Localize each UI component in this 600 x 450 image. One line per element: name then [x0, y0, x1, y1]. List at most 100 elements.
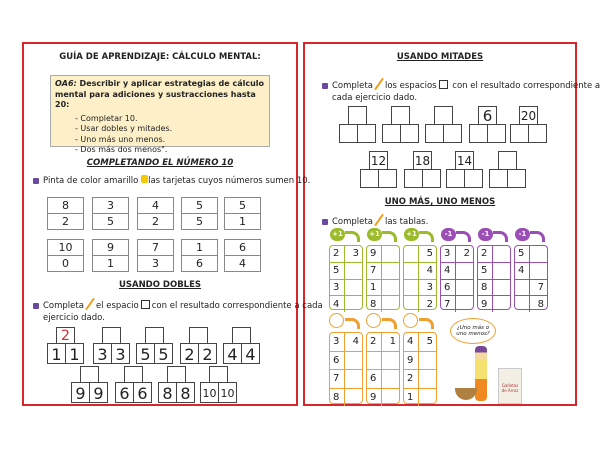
text-span: con el resultado correspondiente a cada — [151, 301, 323, 311]
table-cell[interactable] — [515, 296, 529, 312]
table-cell[interactable] — [455, 279, 473, 296]
table-cell: 4 — [344, 333, 362, 351]
table-cell[interactable] — [529, 246, 547, 262]
table-cell[interactable] — [344, 388, 362, 406]
table-cell: 2 — [370, 336, 377, 348]
table-cell[interactable] — [381, 262, 399, 279]
half-right-box[interactable] — [528, 124, 547, 143]
table-cell[interactable] — [455, 296, 473, 312]
half-total — [348, 106, 367, 125]
card-bottom: 3 — [138, 255, 173, 271]
bowl-illustration — [455, 388, 477, 400]
half-left-box[interactable] — [425, 124, 444, 143]
answer-box[interactable] — [80, 366, 99, 383]
section-title-complete-10: COMPLETANDO EL NÚMERO 10 — [86, 158, 234, 168]
table-cell[interactable] — [492, 262, 510, 279]
instruction-complete-10: Pinta de color amarillo las tarjetas cuy… — [33, 175, 310, 186]
half-right-box[interactable] — [378, 169, 397, 188]
curved-arrow-icon — [345, 318, 360, 329]
half-right-box[interactable] — [422, 169, 441, 188]
table-cell[interactable] — [344, 279, 362, 296]
text-span: Completa — [43, 301, 84, 311]
half-left-box[interactable] — [489, 169, 508, 188]
table-cell[interactable] — [381, 370, 399, 388]
answer-box[interactable] — [209, 366, 228, 383]
half-left-box[interactable] — [446, 169, 465, 188]
answer-box[interactable] — [124, 366, 143, 383]
table-cell[interactable] — [381, 351, 399, 369]
table-cell[interactable] — [529, 262, 547, 279]
table-cell[interactable] — [344, 296, 362, 312]
table-cell[interactable] — [381, 279, 399, 296]
half-right-box[interactable] — [507, 169, 526, 188]
card-top: 9 — [107, 241, 114, 254]
operation-badge: -1 — [441, 228, 456, 241]
half-total: 6 — [478, 106, 497, 125]
table-cell[interactable] — [418, 351, 436, 369]
double-left: 3 — [93, 343, 112, 364]
half-right-box[interactable] — [400, 124, 419, 143]
half-left-box[interactable] — [382, 124, 401, 143]
box-icon — [140, 300, 150, 309]
half-right-box[interactable] — [443, 124, 462, 143]
table-cell[interactable] — [418, 370, 436, 388]
table-cell: 4 — [518, 265, 525, 277]
answer-box[interactable] — [167, 366, 186, 383]
box-icon — [438, 80, 448, 89]
card-bottom: 1 — [93, 255, 128, 271]
table-cell[interactable] — [367, 352, 381, 370]
half-left-box[interactable] — [339, 124, 358, 143]
table-cell: 7 — [370, 265, 377, 277]
table-cell[interactable] — [418, 388, 436, 406]
table-cell[interactable] — [344, 370, 362, 388]
double-right: 1 — [65, 343, 84, 364]
half-left-box[interactable] — [510, 124, 529, 143]
answer-box[interactable] — [145, 327, 164, 344]
table-cell[interactable] — [492, 246, 510, 262]
table-cell: 2 — [333, 248, 340, 260]
table-cell[interactable] — [404, 280, 418, 296]
answer-box[interactable] — [232, 327, 251, 344]
half-right-box[interactable] — [357, 124, 376, 143]
half-right-box[interactable] — [487, 124, 506, 143]
table-cell[interactable] — [404, 263, 418, 279]
half-left-box[interactable] — [404, 169, 423, 188]
card-bottom: 2 — [138, 213, 173, 229]
double-right: 4 — [241, 343, 260, 364]
empty-operation-circle[interactable] — [366, 313, 381, 328]
half-left-box[interactable] — [360, 169, 379, 188]
number-card[interactable]: 10 0 — [47, 239, 84, 272]
answer-box[interactable] — [102, 327, 121, 344]
empty-operation-circle[interactable] — [329, 313, 344, 328]
table-cell[interactable] — [492, 296, 510, 312]
table-cell[interactable] — [404, 296, 418, 312]
table-cell[interactable] — [455, 262, 473, 279]
table-cell[interactable] — [344, 351, 362, 369]
table-cell[interactable] — [404, 246, 418, 262]
table-cell[interactable] — [381, 246, 399, 262]
section-title-doubles: USANDO DOBLES — [118, 280, 202, 290]
table-cell[interactable] — [381, 296, 399, 312]
half-left-box[interactable] — [469, 124, 488, 143]
half-right-box[interactable] — [464, 169, 483, 188]
table-cell[interactable] — [381, 388, 399, 406]
empty-operation-circle[interactable] — [403, 313, 418, 328]
table-cell[interactable] — [344, 262, 362, 279]
answer-box[interactable]: 2 — [56, 327, 75, 344]
answer-box[interactable] — [189, 327, 208, 344]
table-cell[interactable] — [492, 279, 510, 296]
table-cell: 3 — [333, 281, 340, 293]
curved-arrow-icon — [419, 231, 434, 242]
table-cell[interactable] — [515, 280, 529, 296]
table-cell: 7 — [333, 373, 340, 385]
